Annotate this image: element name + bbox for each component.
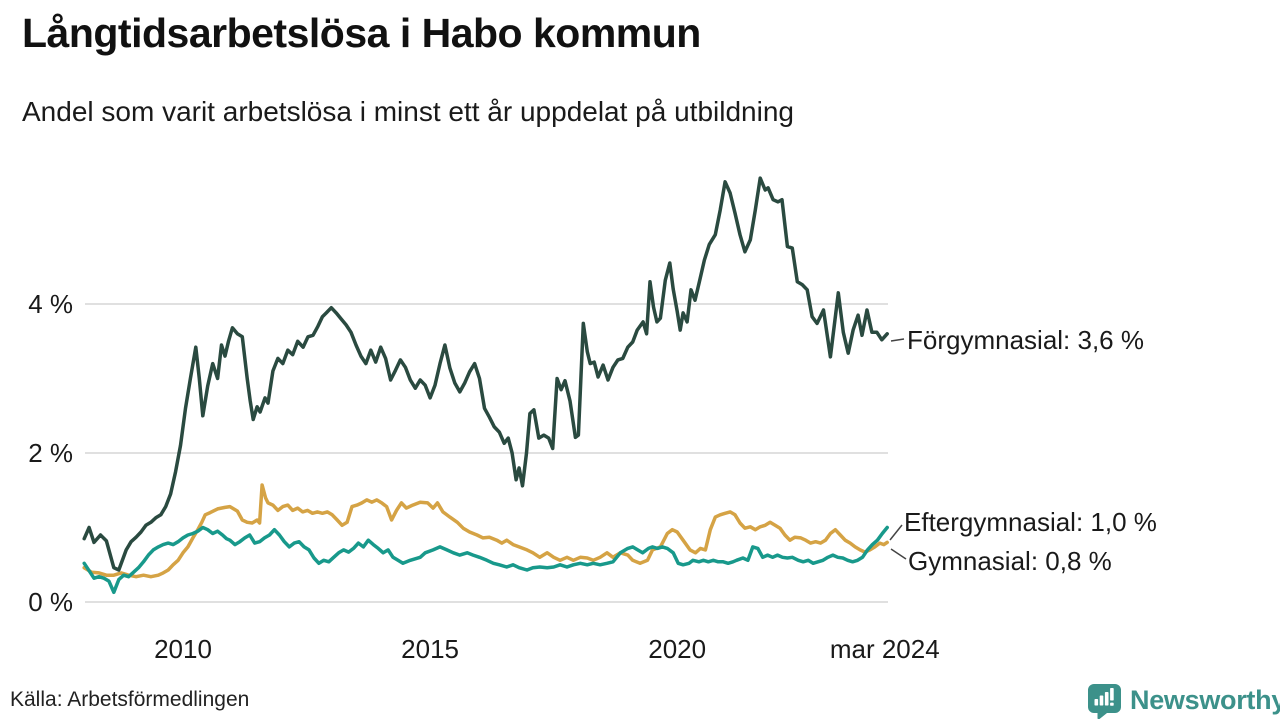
annotation-connector-eftergymnasial [889,524,903,541]
annotation-connector-förgymnasial [890,338,905,342]
annotation-forgymnasial: Förgymnasial: 3,6 % [907,325,1144,355]
page-title: Långtidsarbetslösa i Habo kommun [22,10,701,56]
x-axis-tick-label: mar 2024 [830,634,940,664]
newsworthy-chart-bubble-icon [1088,684,1121,719]
y-axis-tick-label: 2 % [28,438,73,468]
series-line-förgymnasial [82,176,889,572]
series-line-eftergymnasial [82,525,889,595]
x-axis-tick-label: 2010 [154,634,212,664]
y-axis-tick-label: 4 % [28,289,73,319]
series-line-gymnasial [82,483,889,579]
newsworthy-logo: Newsworthy [1086,682,1280,719]
annotation-gymnasial: Gymnasial: 0,8 % [908,546,1112,576]
x-axis-tick-label: 2020 [648,634,706,664]
y-axis-tick-label: 0 % [28,587,73,617]
annotation-connector-gymnasial [890,548,907,560]
page-subtitle: Andel som varit arbetslösa i minst ett å… [22,96,794,127]
newsworthy-wordmark: Newsworthy [1130,685,1280,715]
x-axis-tick-label: 2015 [401,634,459,664]
source-caption: Källa: Arbetsförmedlingen [10,688,250,711]
annotation-eftergymnasial: Eftergymnasial: 1,0 % [904,507,1157,537]
